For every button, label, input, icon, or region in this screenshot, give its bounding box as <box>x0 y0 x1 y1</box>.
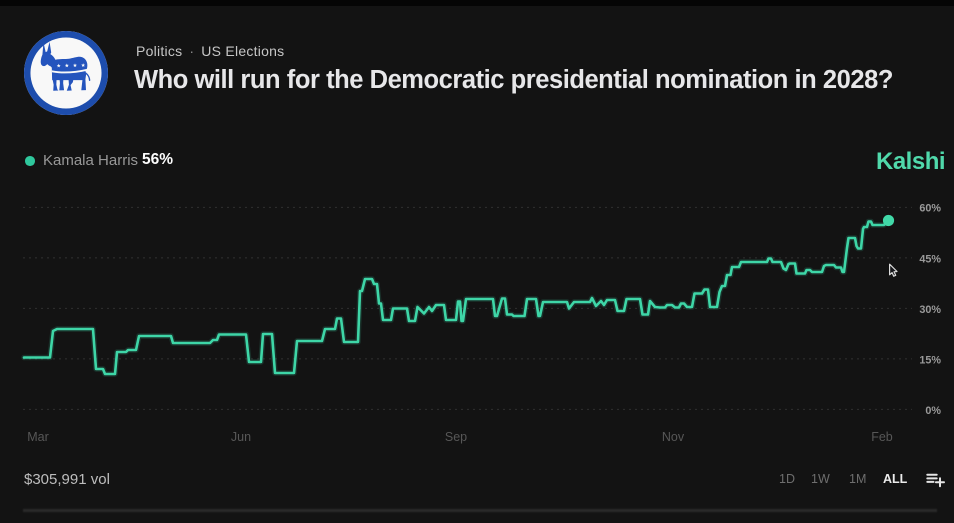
svg-text:Sep: Sep <box>445 430 467 444</box>
svg-text:Jun: Jun <box>231 430 251 444</box>
svg-text:60%: 60% <box>919 202 941 214</box>
svg-text:Nov: Nov <box>662 430 685 444</box>
svg-text:Mar: Mar <box>27 430 49 444</box>
svg-text:15%: 15% <box>919 354 941 366</box>
svg-text:Feb: Feb <box>871 430 893 444</box>
svg-text:0%: 0% <box>925 405 941 417</box>
svg-text:30%: 30% <box>919 304 941 316</box>
svg-text:45%: 45% <box>919 253 941 265</box>
